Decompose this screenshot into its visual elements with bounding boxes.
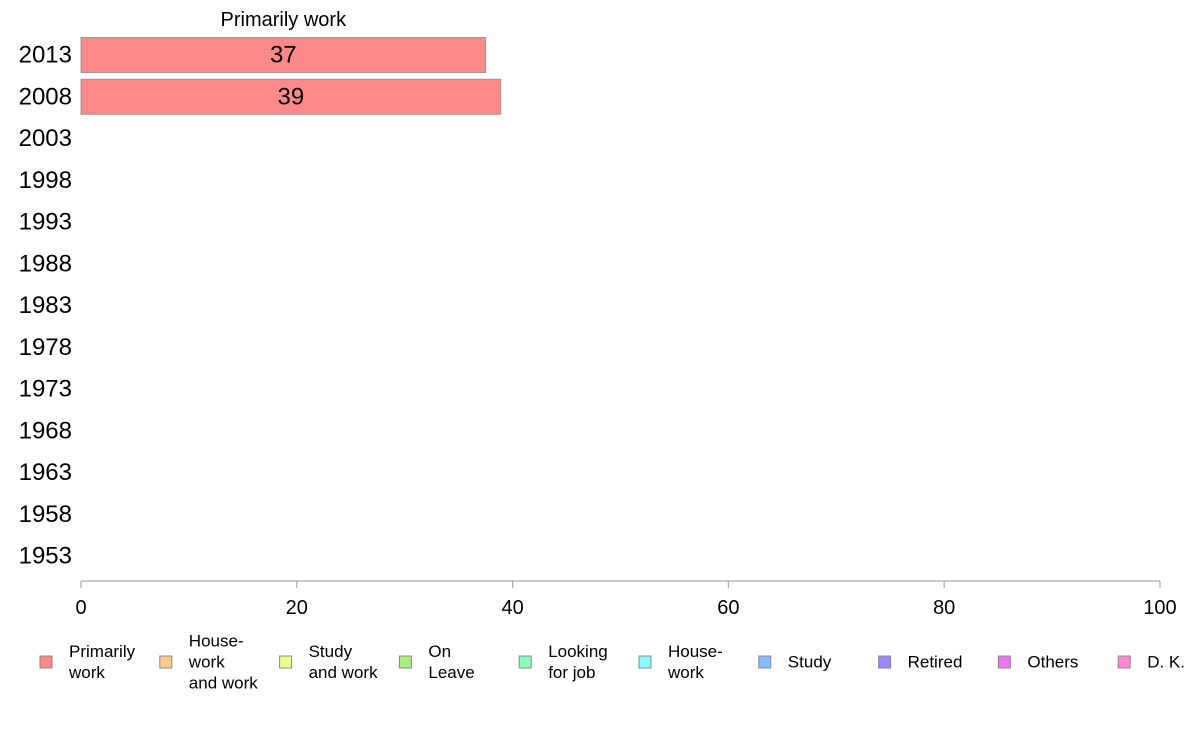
x-tick-label-40: 40 <box>501 597 523 619</box>
category-label-1953: 1953 <box>19 543 72 570</box>
legend-label-6-line-2: work <box>667 663 704 682</box>
legend-label-3-line-2: and work <box>309 663 378 682</box>
bar-value-label-2013: 37 <box>270 42 297 69</box>
category-label-1958: 1958 <box>19 501 72 528</box>
category-label-1973: 1973 <box>19 376 72 403</box>
x-tick-label-0: 0 <box>75 597 86 619</box>
legend-swatch-9 <box>997 655 1011 669</box>
legend-swatch-5 <box>518 655 532 669</box>
legend-swatch-10 <box>1117 655 1131 669</box>
legend-label-1-line-2: work <box>68 663 105 682</box>
segment-header: Primarily work <box>221 9 348 31</box>
category-label-2013: 2013 <box>19 42 72 69</box>
legend-label-1-line-1: Primarily <box>69 642 136 661</box>
category-label-1983: 1983 <box>19 292 72 319</box>
bar-2008 <box>80 78 502 115</box>
legend-label-7-line-1: Study <box>788 653 832 672</box>
category-label-1993: 1993 <box>19 209 72 236</box>
category-label-2008: 2008 <box>19 83 72 110</box>
legend-label-8-line-1: Retired <box>908 653 963 672</box>
legend-label-4-line-2: Leave <box>428 663 474 682</box>
x-tick-label-100: 100 <box>1143 597 1176 619</box>
x-tick-label-60: 60 <box>717 597 739 619</box>
legend-label-6-line-1: House- <box>668 642 723 661</box>
legend-label-5-line-2: for job <box>548 663 595 682</box>
category-label-1963: 1963 <box>19 459 72 486</box>
legend-swatch-2 <box>159 655 173 669</box>
legend-label-2-line-3: and work <box>189 674 258 693</box>
legend-label-4-line-1: On <box>428 642 451 661</box>
bar-2013 <box>80 37 487 73</box>
legend-swatch-3 <box>279 655 293 669</box>
category-label-1998: 1998 <box>19 167 72 194</box>
category-label-1968: 1968 <box>19 417 72 444</box>
category-label-2003: 2003 <box>19 125 72 152</box>
category-label-1978: 1978 <box>19 334 72 361</box>
legend-swatch-1 <box>39 655 53 669</box>
legend-swatch-6 <box>638 655 652 669</box>
legend-swatch-7 <box>758 655 772 669</box>
legend-label-3-line-1: Study <box>309 642 353 661</box>
legend-label-10-line-1: D. K. <box>1147 653 1185 672</box>
x-tick-label-20: 20 <box>286 597 308 619</box>
x-tick-label-80: 80 <box>933 597 955 619</box>
category-label-1988: 1988 <box>19 250 72 277</box>
bar-value-label-2008: 39 <box>278 83 305 110</box>
legend-label-5-line-1: Looking <box>548 642 608 661</box>
legend-label-2-line-1: House- <box>189 632 244 651</box>
legend-label-9-line-1: Others <box>1027 653 1078 672</box>
legend-swatch-4 <box>398 655 412 669</box>
legend-label-2-line-2: work <box>188 653 225 672</box>
legend-swatch-8 <box>878 655 892 669</box>
